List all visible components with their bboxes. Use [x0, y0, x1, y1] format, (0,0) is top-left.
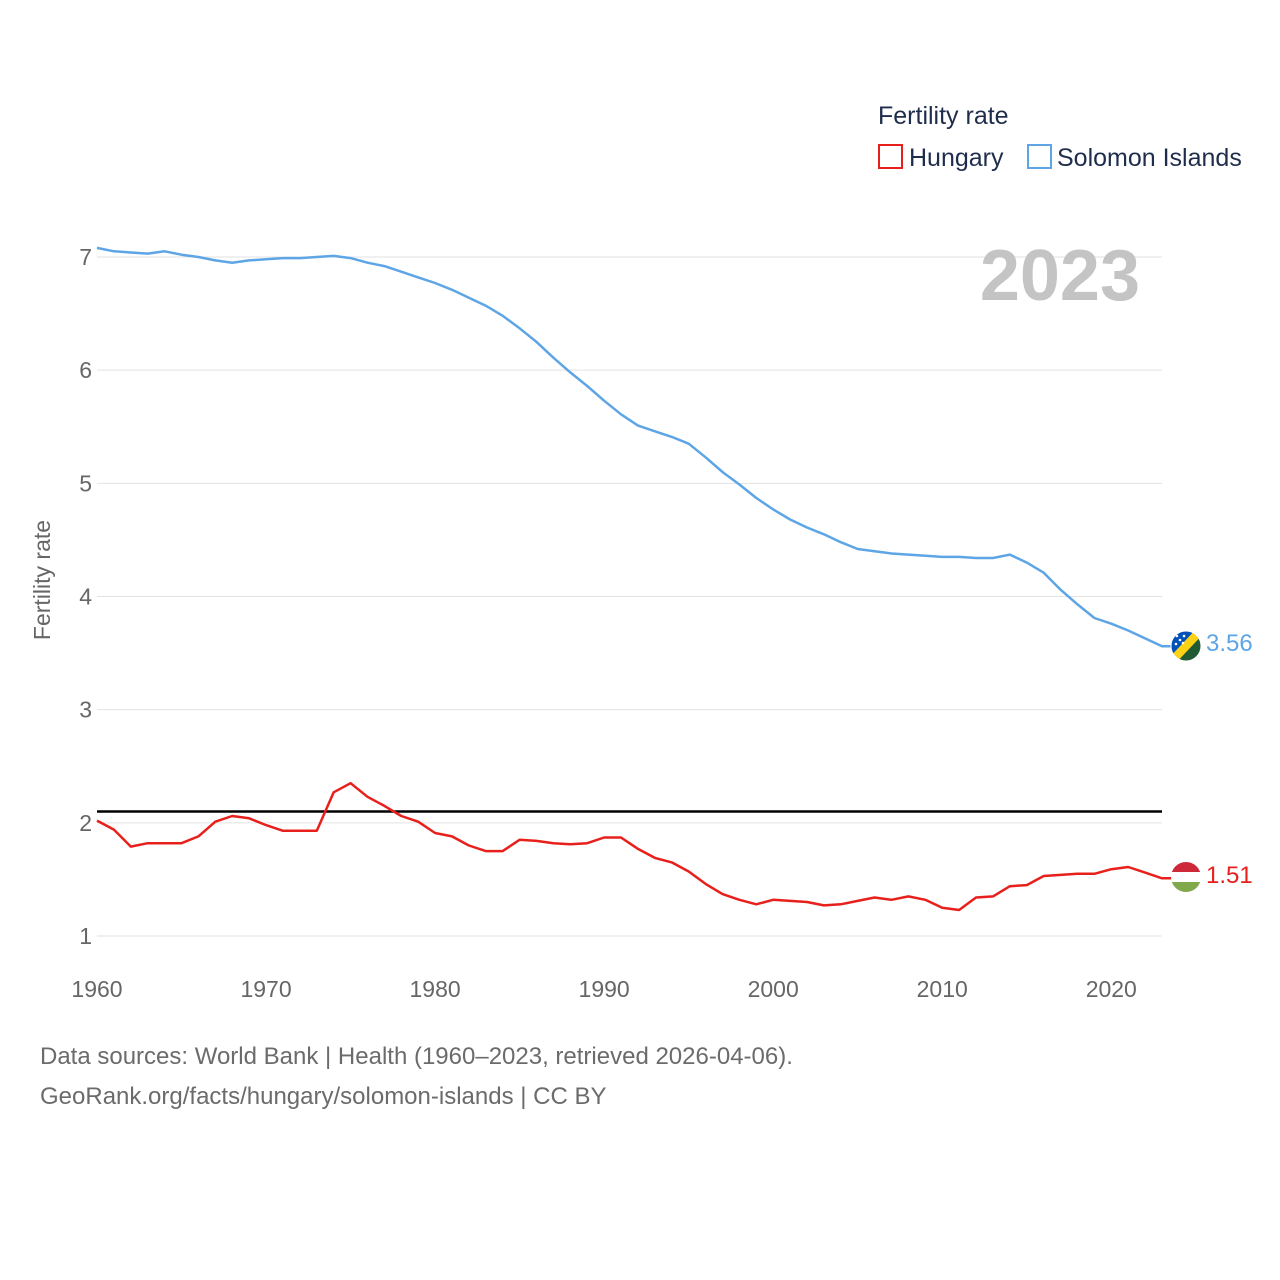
legend-label-solomon-islands[interactable]: Solomon Islands [1057, 144, 1242, 172]
y-tick-label: 7 [79, 244, 92, 270]
footer-sources: Data sources: World Bank | Health (1960–… [40, 1043, 793, 1070]
y-axis: 1 2 3 4 5 6 7 [79, 244, 92, 949]
y-tick-label: 1 [79, 923, 92, 949]
legend-swatch-hungary[interactable] [878, 144, 903, 169]
x-tick-label: 1980 [410, 976, 461, 1002]
x-tick-label: 1970 [240, 976, 291, 1002]
y-tick-label: 5 [79, 470, 92, 496]
legend-label-hungary[interactable]: Hungary [909, 144, 1004, 172]
x-tick-label: 1960 [71, 976, 122, 1002]
y-tick-label: 4 [79, 584, 92, 610]
end-value-hungary: 1.51 [1206, 862, 1253, 889]
x-tick-label: 2010 [917, 976, 968, 1002]
footer-attribution[interactable]: GeoRank.org/facts/hungary/solomon-island… [40, 1083, 607, 1110]
solomon-islands-flag-icon [1170, 630, 1202, 662]
grid-lines [97, 256, 1162, 937]
x-tick-label: 1990 [579, 976, 630, 1002]
y-axis-title: Fertility rate [29, 520, 55, 640]
hungary-flag-icon [1171, 862, 1201, 892]
end-value-solomon-islands: 3.56 [1206, 630, 1253, 657]
legend-title: Fertility rate [878, 102, 1009, 130]
fertility-rate-chart: 1 2 3 4 5 6 7 1960 1970 1980 1990 2000 2010 2020 Fer… [29, 102, 1253, 1002]
series-line-hungary [96, 781, 1172, 912]
y-tick-label: 2 [79, 810, 92, 836]
x-axis: 1960 1970 1980 1990 2000 2010 2020 [71, 976, 1136, 1002]
legend-swatch-solomon-islands[interactable] [1027, 144, 1052, 169]
series-line-solomon-islands [96, 246, 1172, 648]
y-tick-label: 6 [79, 357, 92, 383]
x-tick-label: 2000 [748, 976, 799, 1002]
year-label: 2023 [980, 236, 1140, 316]
y-tick-label: 3 [79, 697, 92, 723]
x-tick-label: 2020 [1086, 976, 1137, 1002]
